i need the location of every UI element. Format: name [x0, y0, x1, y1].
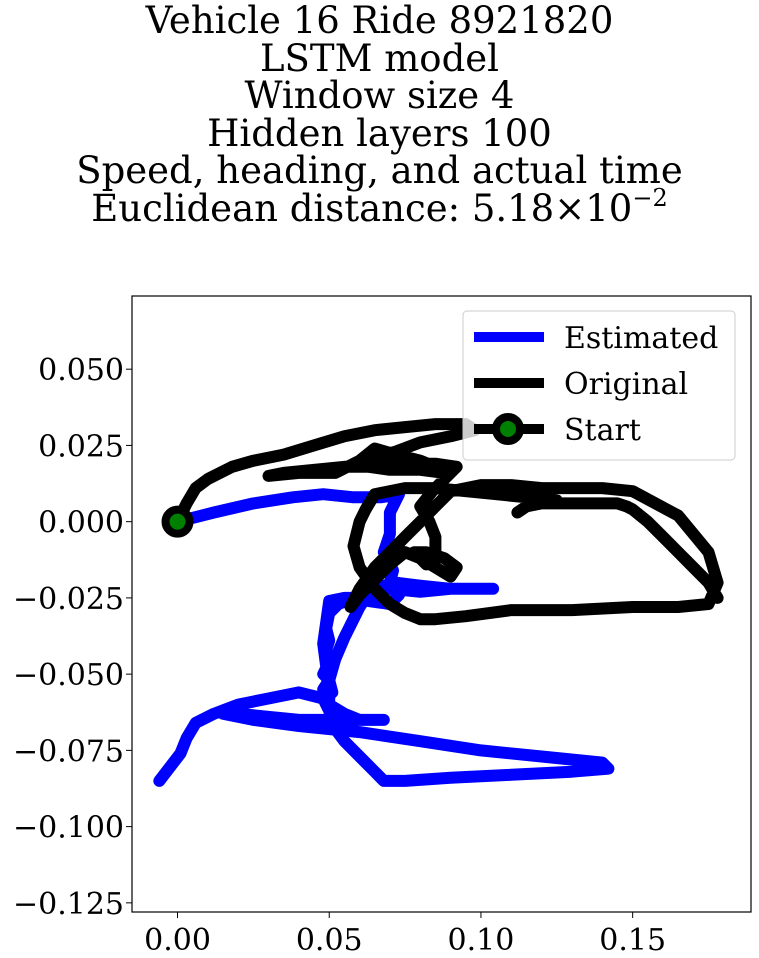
title-distance-prefix: Euclidean distance: 5.18 [91, 186, 555, 230]
series-original-line [171, 418, 724, 626]
legend-frame [462, 310, 736, 461]
title-line-3: Window size 4 [244, 74, 515, 118]
x-tick-label: 0.00 [144, 923, 211, 958]
y-tick-label: 0.025 [38, 429, 124, 464]
title-line-4: Hidden layers 100 [207, 111, 552, 155]
chart-title: Vehicle 16 Ride 8921820 LSTM model Windo… [0, 2, 759, 228]
x-tick-label: 0.15 [599, 923, 666, 958]
start-marker [161, 505, 194, 538]
title-distance-exponent: −2 [632, 183, 668, 212]
y-tick-label: −0.025 [13, 582, 124, 617]
plot-frame [131, 295, 752, 913]
tick-layer: 0.00 0.05 0.10 0.15 0.050 0.025 0.000 −0.025 −0.… [13, 353, 666, 958]
y-tick-label: −0.125 [13, 887, 124, 922]
y-tick-label: −0.075 [13, 734, 124, 769]
title-line-5: Speed, heading, and actual time [76, 149, 683, 193]
series-estimated-line [153, 488, 615, 787]
title-line-2: LSTM model [259, 36, 500, 80]
legend-original-label: Original [564, 367, 688, 402]
y-tick-label: 0.000 [38, 506, 124, 541]
y-tick-label: 0.050 [38, 353, 124, 388]
x-tick-label: 0.05 [296, 923, 363, 958]
y-tick-label: −0.050 [13, 658, 124, 693]
title-line-1: Vehicle 16 Ride 8921820 [145, 0, 614, 42]
legend-start-label: Start [564, 413, 641, 448]
x-tick-label: 0.10 [448, 923, 515, 958]
title-distance-base: 10 [585, 186, 633, 230]
y-tick-label: −0.100 [13, 811, 124, 846]
legend-estimated-label: Estimated [564, 321, 718, 356]
title-line-6: Euclidean distance: 5.18×10−2 [0, 186, 759, 230]
series-layer [153, 418, 724, 787]
legend: Estimated Original Start [462, 310, 736, 461]
title-times-sign: × [554, 186, 586, 230]
legend-start-marker [492, 413, 524, 445]
